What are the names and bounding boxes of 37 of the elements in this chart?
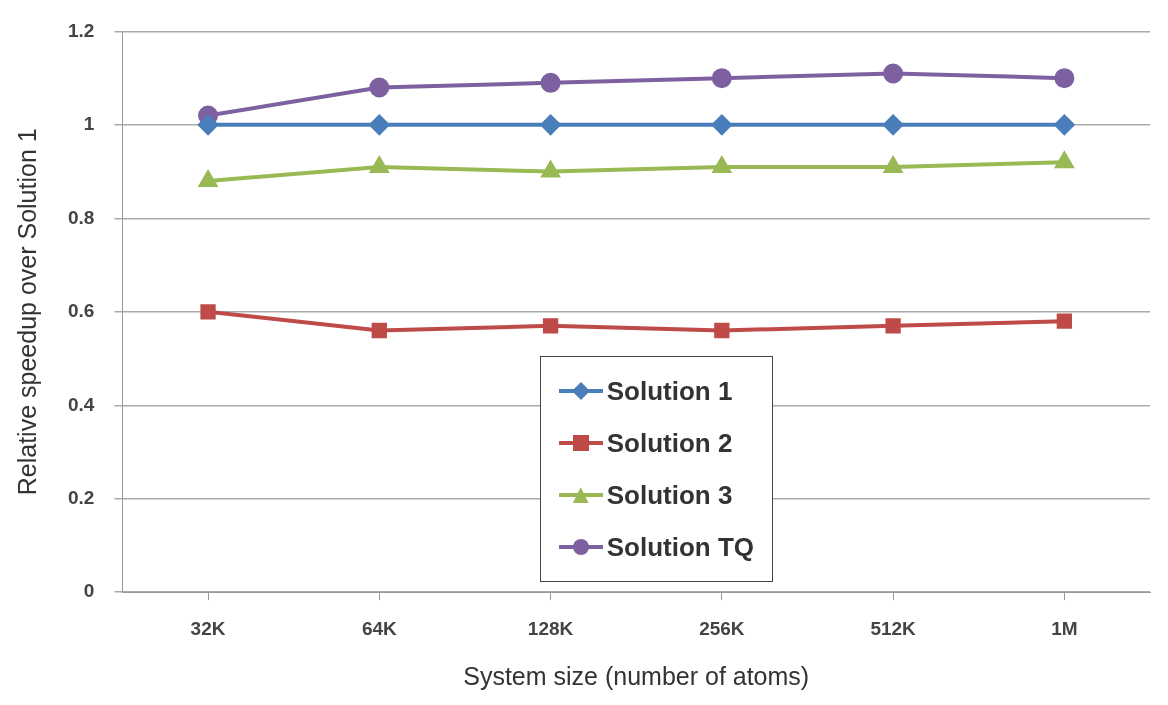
point: [540, 114, 561, 135]
x-tick-label: 512K: [870, 617, 917, 639]
point: [883, 63, 904, 84]
x-tick-label: 128K: [527, 617, 574, 639]
y-axis-title: Relative speedup over Solution 1: [12, 128, 41, 496]
point: [883, 114, 904, 135]
y-tick-label: 0.6: [67, 300, 95, 322]
legend-label: Solution 2: [606, 427, 733, 459]
point: [1055, 152, 1074, 169]
point: [714, 322, 730, 339]
point: [369, 77, 390, 98]
y-tick-label: 0.4: [67, 393, 95, 415]
x-tick-label: 256K: [699, 617, 745, 639]
legend-label: Solution 3: [606, 479, 733, 511]
x-tick-label: 64K: [361, 617, 398, 639]
point: [369, 114, 390, 135]
point: [198, 114, 219, 135]
point: [1056, 313, 1073, 329]
y-tick-label: 0.8: [67, 206, 95, 228]
x-axis-title: System size (number of atoms): [463, 661, 810, 690]
point: [200, 304, 216, 320]
legend-label: Solution TQ: [606, 531, 755, 563]
x-tick-label: 1M: [1051, 617, 1078, 639]
point: [711, 114, 732, 135]
y-tick-label: 0.2: [67, 486, 95, 508]
point: [711, 68, 732, 89]
point: [885, 318, 901, 334]
point: [371, 322, 387, 339]
point: [542, 318, 559, 334]
x-tick-label: 32K: [190, 617, 226, 639]
y-tick-label: 0: [83, 580, 95, 602]
y-tick-label: 1: [83, 113, 95, 135]
y-tick-label: 1.2: [67, 19, 95, 41]
legend-label: Solution 1: [606, 375, 733, 407]
point: [1054, 68, 1075, 89]
point: [1054, 114, 1075, 135]
point: [540, 72, 561, 93]
